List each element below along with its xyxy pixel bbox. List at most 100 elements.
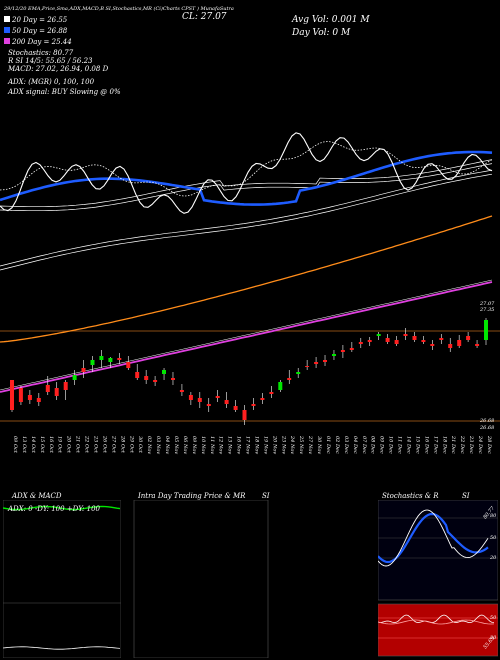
price-chart: 09 Oct 13 Oct 14 Oct 15 Oct 16 Oct 19 Oct 20 O… <box>0 132 500 454</box>
candle-body <box>45 385 50 392</box>
date-tick-label: 27 Oct <box>110 435 116 454</box>
candle-body <box>215 396 220 398</box>
price-hi-label: 27.07 <box>480 301 495 307</box>
candle-body <box>349 348 354 350</box>
candle-body <box>126 362 131 368</box>
magenta-band-inner <box>0 279 493 391</box>
date-tick-label: 21 Dec <box>450 435 456 454</box>
stoch-k-line <box>378 509 489 567</box>
date-tick-label: 05 Nov <box>173 436 179 454</box>
sma20-dotted <box>0 141 493 197</box>
date-tick-label: 16 Nov <box>236 436 242 454</box>
price-lo2-label: 26.68 <box>480 425 495 431</box>
date-tick-label: 17 Nov <box>245 436 251 454</box>
date-tick-label: 13 Nov <box>227 436 233 454</box>
candle-body <box>484 320 488 340</box>
date-tick-label: 03 Nov <box>155 436 161 454</box>
candle-body <box>224 400 229 404</box>
date-tick-label: 23 Nov <box>280 435 286 454</box>
candle-body <box>197 398 202 402</box>
date-tick-label: 21 Oct <box>75 435 81 454</box>
candle-body <box>162 370 166 374</box>
candle-body <box>412 336 417 340</box>
date-tick-label: 19 Nov <box>262 436 268 454</box>
candle-body <box>54 388 59 396</box>
macd-text: MACD: 27.02, 26.94, 0.08 D <box>8 65 109 73</box>
date-tick-label: 06 Nov <box>182 436 188 454</box>
date-tick-label: 22 Oct <box>84 435 90 454</box>
lower-band-b <box>0 173 493 271</box>
candle-body <box>305 366 310 367</box>
candle-body <box>81 368 86 372</box>
candle-body <box>260 398 265 400</box>
candle-body <box>179 390 184 392</box>
intraday-mr-panel <box>133 500 269 658</box>
candle-body <box>358 342 363 344</box>
stochastics-rsi-panel <box>378 500 498 657</box>
candle-body <box>376 334 381 336</box>
candle-body <box>108 358 113 362</box>
date-tick-label: 18 Nov <box>254 436 260 454</box>
date-tick-label: 10 Dec <box>388 436 394 454</box>
lower-band-a <box>0 169 493 267</box>
candle-body <box>385 338 390 342</box>
candle-body <box>466 336 471 340</box>
date-tick-label: 19 Oct <box>57 436 63 454</box>
date-tick-label: 20 Nov <box>271 435 277 454</box>
candle-body <box>27 395 32 400</box>
date-tick-label: 14 Oct <box>30 436 36 454</box>
candle-body <box>188 395 193 400</box>
date-tick-label: 07 Dec <box>361 436 367 454</box>
price-close-line <box>0 132 493 214</box>
day-vol: Day Vol: 0 M <box>292 28 351 38</box>
date-tick-label: 01 Dec <box>325 436 331 454</box>
macd-panel-values: ADX: 0 -DY: 100 +DY: 100 <box>8 505 100 513</box>
rsi-tick-50: 50 <box>490 615 497 621</box>
avg-vol: Avg Vol: 0.001 M <box>292 15 370 25</box>
close-label: CL: 27.07 <box>182 12 227 22</box>
candle-body <box>403 334 408 336</box>
date-tick-label: 16 Dec <box>423 436 429 454</box>
ema200-orange <box>0 215 493 343</box>
ma50-swatch <box>4 27 10 33</box>
date-tick-label: 10 Nov <box>200 436 206 454</box>
stoch-panel-title: Stochastics & R <box>382 492 439 500</box>
rsi-tick-20: 20 <box>490 635 497 641</box>
candle-body <box>287 378 292 380</box>
adx-panel-frame <box>3 500 121 658</box>
indicator-lines <box>0 132 500 422</box>
rsi-signal-line <box>378 619 495 625</box>
date-tick-label: 11 Dec <box>397 436 403 454</box>
date-tick-label: 14 Dec <box>406 436 412 454</box>
candle-body <box>332 354 336 356</box>
ma20-text: 20 Day = 26.55 <box>12 16 68 24</box>
date-tick-label: 13 Oct <box>21 436 27 454</box>
mr-panel-si: SI <box>262 492 270 500</box>
date-tick-label: 30 Nov <box>316 436 322 454</box>
date-tick-label: 15 Dec <box>415 436 421 454</box>
adx-text: ADX: (MGR) 0, 100, 100 <box>8 78 95 86</box>
candle-body <box>394 340 399 344</box>
rsi-text: R SI 14/5: 55.65 / 56.23 <box>8 57 93 65</box>
candle-body <box>421 340 426 342</box>
candle-body <box>475 344 480 346</box>
date-tick-label: 29 Oct <box>128 435 134 454</box>
date-tick-label: 04 Nov <box>164 436 170 454</box>
rsi-line <box>378 614 495 624</box>
adx-signal-text: ADX signal: BUY Slowing @ 0% <box>8 88 121 96</box>
candle-body <box>296 372 301 374</box>
date-tick-label: 23 Dec <box>468 435 474 454</box>
candle-body <box>99 356 104 360</box>
candle-body <box>153 380 158 382</box>
candle-body <box>10 380 14 410</box>
rsi-frame <box>378 603 498 657</box>
stoch-tick-20: 20 <box>490 555 497 561</box>
candle-body <box>367 340 372 342</box>
candle-body <box>63 382 68 390</box>
candle-body <box>135 372 140 378</box>
candle-body <box>90 360 95 365</box>
ma200-label: 200 Day = 25.44 <box>4 38 72 46</box>
candle-body <box>171 378 175 380</box>
date-tick-label: 16 Oct <box>48 436 54 454</box>
candle-body <box>448 344 453 348</box>
